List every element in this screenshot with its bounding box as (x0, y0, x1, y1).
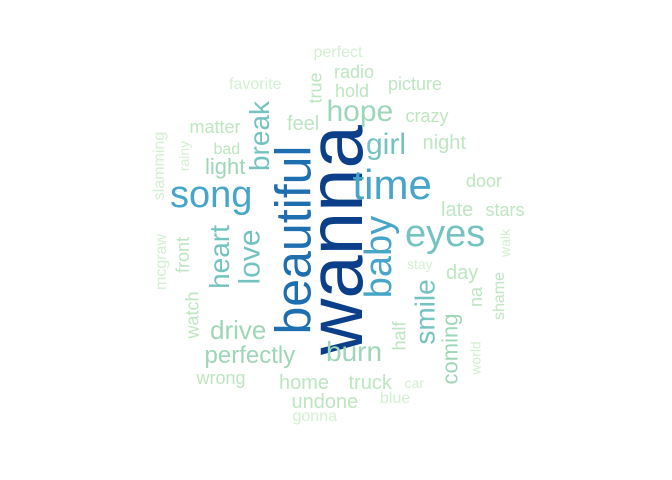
word-blue: blue (380, 390, 411, 407)
word-song: song (170, 174, 253, 216)
word-love: love (233, 229, 267, 285)
word-gonna: gonna (292, 408, 338, 425)
word-na: na (466, 286, 487, 308)
word-light: light (205, 154, 246, 179)
word-walk: walk (497, 228, 514, 258)
word-home: home (279, 372, 330, 394)
word-night: night (422, 132, 466, 154)
word-car: car (404, 375, 424, 391)
word-baby: baby (358, 215, 401, 299)
word-undone: undone (291, 391, 359, 413)
word-picture: picture (388, 74, 443, 94)
word-time: time (352, 161, 432, 208)
word-feel: feel (287, 113, 320, 135)
word-door: door (466, 171, 503, 191)
word-stars: stars (485, 200, 525, 220)
word-smile: smile (409, 279, 441, 345)
word-perfectly: perfectly (204, 342, 296, 369)
word-girl: girl (366, 128, 407, 161)
word-beautiful: beautiful (265, 145, 322, 335)
word-hold: hold (335, 81, 370, 101)
word-shame: shame (491, 271, 509, 321)
word-truck: truck (348, 372, 392, 394)
word-favorite: favorite (229, 76, 282, 93)
word-slamming: slamming (151, 131, 169, 201)
word-break: break (244, 100, 276, 172)
word-true: true (305, 72, 326, 104)
word-bad: bad (213, 141, 241, 158)
word-stay: stay (407, 256, 433, 272)
word-heart: heart (203, 225, 235, 289)
word-rainy: rainy (176, 140, 193, 172)
word-drive: drive (210, 315, 267, 345)
word-front: front (173, 236, 194, 274)
word-crazy: crazy (405, 106, 449, 126)
word-hope: hope (326, 95, 394, 128)
word-mcgraw: mcgraw (153, 233, 171, 291)
word-matter: matter (189, 117, 241, 137)
word-coming: coming (436, 313, 462, 385)
word-world: world (467, 341, 484, 375)
word-day: day (446, 262, 479, 284)
word-wrong: wrong (196, 368, 246, 388)
word-watch: watch (182, 291, 203, 339)
word-perfect: perfect (313, 44, 363, 61)
word-burn: burn (326, 336, 383, 367)
word-late: late (441, 199, 474, 221)
word-eyes: eyes (405, 213, 486, 255)
word-half: half (389, 321, 410, 351)
word-radio: radio (334, 62, 375, 82)
